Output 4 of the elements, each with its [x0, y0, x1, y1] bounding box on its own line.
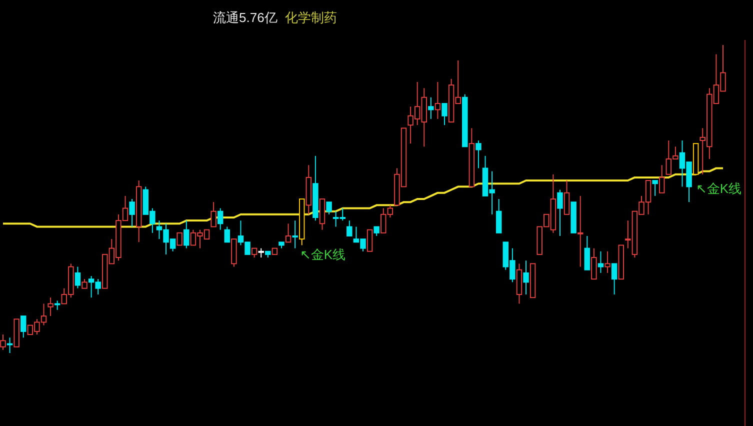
text: 流通5.76亿: [213, 10, 278, 25]
annotation: ↖金K线: [696, 181, 742, 196]
text: 化学制药: [285, 10, 337, 25]
annotation: ↖金K线: [300, 247, 346, 262]
